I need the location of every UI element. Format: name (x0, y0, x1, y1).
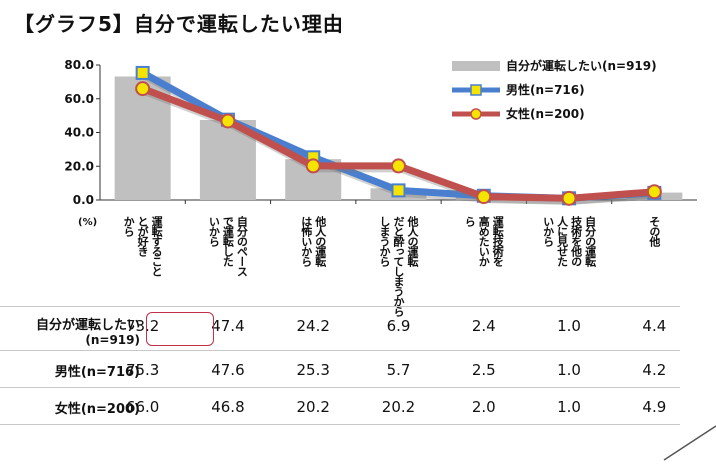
x-category-label: 運転すること とが好き から (121, 216, 165, 276)
table-cell: 25.3 (296, 361, 330, 379)
table-divider (0, 350, 680, 351)
legend-label: 自分が運転したい(n=919) (506, 58, 657, 73)
table-cell: 20.2 (381, 398, 416, 416)
x-category-label-line: 他人の運転 (313, 216, 327, 266)
table-cell: 2.0 (471, 398, 496, 416)
y-tick-label: 0.0 (73, 193, 94, 207)
y-tick-label: 60.0 (64, 92, 94, 106)
series-point (391, 183, 406, 198)
series-point (391, 158, 406, 174)
series-point (135, 65, 150, 80)
corner-decoration (663, 425, 716, 461)
x-category-label-line: いから (207, 216, 221, 246)
x-category-label: 自分のペース で運転した いから (206, 216, 250, 276)
table-cell: 4.9 (642, 398, 667, 416)
series-point (305, 158, 321, 174)
table-cell: 47.6 (211, 361, 245, 379)
table-cell: 46.8 (211, 398, 245, 416)
x-category-label-line: で運転した (221, 216, 235, 266)
x-category-label-line: だと酔ってしまうから (392, 216, 405, 316)
series-point (561, 190, 577, 206)
x-category-label-line: 技術を他の (569, 216, 583, 266)
table-cell: 1.0 (557, 361, 581, 379)
legend-marker (470, 84, 482, 96)
x-category-label: 他人の運転 だと酔ってしまうから しまうから (377, 216, 421, 316)
x-category-label-line: 他人の運転 (406, 216, 419, 266)
series-point (646, 184, 662, 200)
table-divider (0, 387, 680, 388)
x-category-label-line: 自分のペース (235, 216, 249, 276)
y-tick-label: 20.0 (64, 159, 94, 173)
series-point (220, 113, 236, 129)
table-cell: 6.9 (386, 317, 411, 335)
legend-label: 男性(n=716) (506, 82, 585, 97)
y-tick-label: 80.0 (64, 58, 94, 72)
legend-marker (470, 108, 482, 120)
table-cell: 2.4 (471, 317, 496, 335)
table-cell: 20.2 (296, 398, 330, 416)
x-category-label-line: しまうから (378, 216, 391, 266)
chart-title: 【グラフ5】自分で運転したい理由 (14, 12, 344, 36)
table-cell: 47.4 (211, 317, 245, 335)
table-row-label: 女性(n=200) (54, 402, 140, 417)
x-category-label: 他人の運転 は怖いから (291, 216, 335, 266)
x-category-label: 運転技術を 高めたいから (462, 216, 506, 266)
table-row-label: 男性(n=716) (54, 365, 140, 380)
x-category-label-line: から (122, 216, 136, 236)
unit-label: (%) (78, 217, 98, 228)
x-category-label-line: 人に見せた (555, 216, 569, 266)
table-cell: 2.5 (471, 361, 496, 379)
table-cell: 5.7 (386, 361, 411, 379)
table-row-sublabel: (n=919) (85, 333, 140, 347)
x-category-label-line: 運転技術を (491, 216, 505, 266)
table-cell: 66.0 (125, 398, 160, 416)
legend-label: 女性(n=200) (506, 106, 585, 121)
table-cell: 75.3 (125, 361, 160, 379)
x-category-label-line: その他 (647, 216, 661, 246)
table-cell: 1.0 (557, 317, 581, 335)
legend-swatch (452, 61, 500, 71)
x-category-label-line: は怖いから (299, 216, 313, 266)
table-divider (0, 306, 680, 307)
table-cell: 4.2 (642, 361, 667, 379)
highlight-box (146, 312, 214, 346)
y-tick-label: 40.0 (64, 126, 94, 140)
table-cell: 4.4 (642, 317, 667, 335)
x-category-label-line: とが好き (136, 216, 150, 256)
table-cell: 73.2 (125, 317, 160, 335)
series-point (135, 81, 151, 97)
x-category-label: 自分の運転 技術を他の 人に見せた いから (542, 216, 597, 266)
x-category-label-line: いから (541, 216, 555, 246)
series-point (476, 189, 492, 205)
table-cell: 24.2 (296, 317, 330, 335)
x-category-label: その他 (632, 216, 676, 246)
x-category-label-line: 運転すること (150, 216, 164, 276)
table-cell: 1.0 (557, 398, 581, 416)
x-category-label-line: ら (463, 216, 477, 226)
table-row-label: 自分が運転したい (n=919) (35, 318, 140, 347)
x-category-label-line: 高めたいか (477, 216, 491, 266)
table-divider (0, 424, 680, 425)
x-category-label-line: 自分の運転 (583, 216, 597, 266)
